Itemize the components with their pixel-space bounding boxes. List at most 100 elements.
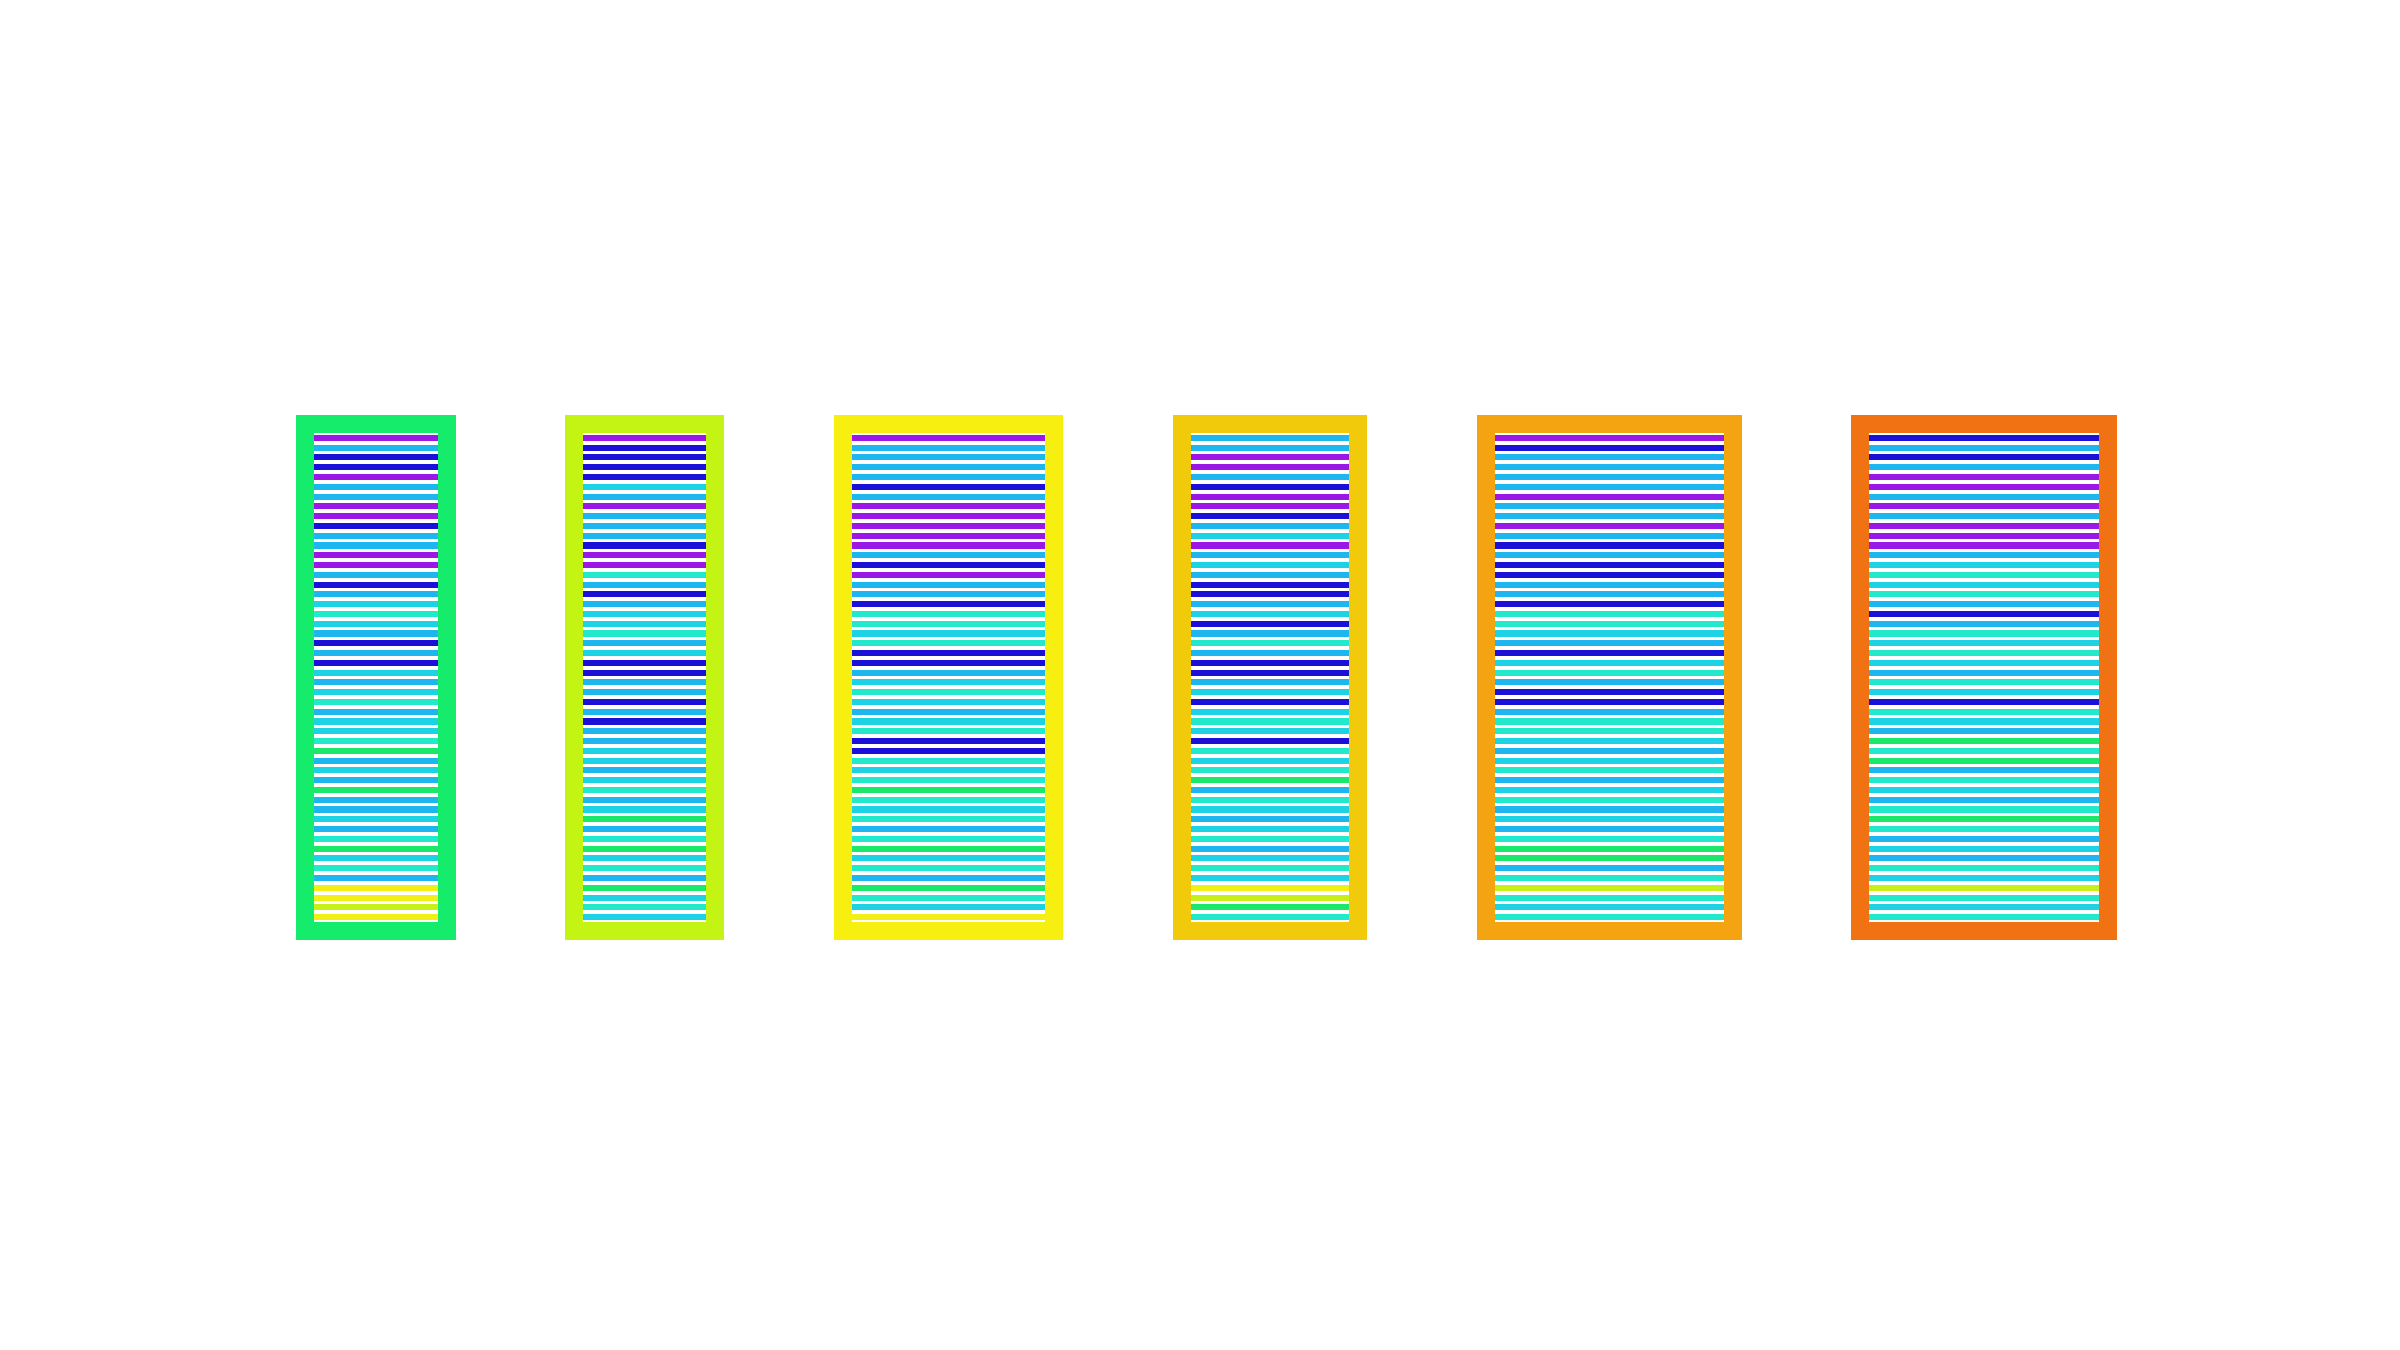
stripe <box>583 738 706 745</box>
stripe <box>583 767 706 774</box>
stripe <box>314 796 438 803</box>
stripe <box>852 483 1045 490</box>
stripe <box>852 473 1045 481</box>
stripe <box>1869 767 2099 774</box>
stripe <box>852 454 1045 461</box>
stripe <box>314 747 438 754</box>
stripe <box>314 728 438 735</box>
stripe <box>852 757 1045 764</box>
stripe <box>314 689 438 696</box>
stripe <box>1869 669 2099 676</box>
stripe <box>583 894 706 901</box>
stripe <box>314 493 438 500</box>
stripe <box>1495 894 1724 901</box>
stripe <box>583 532 706 539</box>
stripe <box>1495 542 1724 549</box>
stripe-area <box>852 433 1045 922</box>
stripe <box>314 698 438 705</box>
stripe <box>1495 767 1724 774</box>
striped-panel-6 <box>1851 415 2117 940</box>
stripe <box>1869 747 2099 754</box>
stripe <box>583 444 706 451</box>
stripe <box>852 728 1045 735</box>
stripe <box>583 561 706 569</box>
stripe <box>1869 473 2099 481</box>
stripe <box>852 767 1045 774</box>
stripe <box>1191 473 1349 481</box>
stripe <box>1495 591 1724 598</box>
stripe <box>1191 835 1349 842</box>
stripe <box>1495 503 1724 510</box>
stripe <box>583 581 706 588</box>
stripe <box>852 434 1045 441</box>
stripe-area <box>314 433 438 922</box>
stripe <box>852 464 1045 471</box>
stripe <box>1869 483 2099 490</box>
stripe <box>1495 659 1724 666</box>
stripe <box>1869 610 2099 617</box>
stripe <box>1495 738 1724 745</box>
stripe <box>1869 571 2099 578</box>
stripe <box>1495 640 1724 647</box>
stripe <box>314 561 438 569</box>
stripe <box>1191 855 1349 862</box>
stripe <box>1869 601 2099 608</box>
stripe <box>1191 454 1349 461</box>
stripe <box>314 806 438 813</box>
stripe <box>583 904 706 911</box>
stripe <box>1191 894 1349 901</box>
stripe <box>583 835 706 842</box>
stripe <box>1869 620 2099 627</box>
stripe <box>314 630 438 637</box>
stripe <box>852 620 1045 627</box>
stripe <box>583 591 706 598</box>
stripe <box>1869 865 2099 872</box>
stripe <box>852 581 1045 588</box>
stripe <box>852 874 1045 882</box>
stripe <box>852 659 1045 666</box>
stripe <box>852 718 1045 725</box>
stripe <box>1495 904 1724 911</box>
stripe <box>314 532 438 539</box>
stripe <box>314 503 438 510</box>
stripe <box>314 610 438 617</box>
stripe <box>583 679 706 686</box>
stripe <box>314 767 438 774</box>
stripe <box>1191 738 1349 745</box>
stripe <box>1869 884 2099 891</box>
stripe-area <box>1495 433 1724 922</box>
stripe <box>852 444 1045 451</box>
stripe <box>1869 503 2099 510</box>
stripe <box>583 601 706 608</box>
stripe <box>1191 581 1349 588</box>
stripe <box>1869 806 2099 813</box>
stripe <box>1191 610 1349 617</box>
stripe <box>852 601 1045 608</box>
stripe <box>852 669 1045 676</box>
stripe-area <box>1869 433 2099 922</box>
stripe <box>1869 591 2099 598</box>
stripe <box>1191 747 1349 754</box>
stripe <box>1869 894 2099 901</box>
stripe <box>314 464 438 471</box>
stripe <box>852 513 1045 520</box>
stripe <box>1869 757 2099 764</box>
stripe <box>314 669 438 676</box>
stripe <box>1191 659 1349 666</box>
stripe <box>314 718 438 725</box>
stripe <box>583 650 706 657</box>
stripe <box>852 884 1045 891</box>
stripe <box>314 581 438 588</box>
stripe <box>1869 454 2099 461</box>
stripe <box>583 845 706 852</box>
stripe <box>314 444 438 451</box>
stripe <box>1495 728 1724 735</box>
stripe <box>1495 464 1724 471</box>
stripe <box>1191 884 1349 891</box>
stripe <box>852 571 1045 578</box>
stripe <box>583 816 706 823</box>
stripe <box>583 542 706 549</box>
stripe <box>1869 561 2099 569</box>
stripe <box>583 503 706 510</box>
stripe <box>1869 630 2099 637</box>
